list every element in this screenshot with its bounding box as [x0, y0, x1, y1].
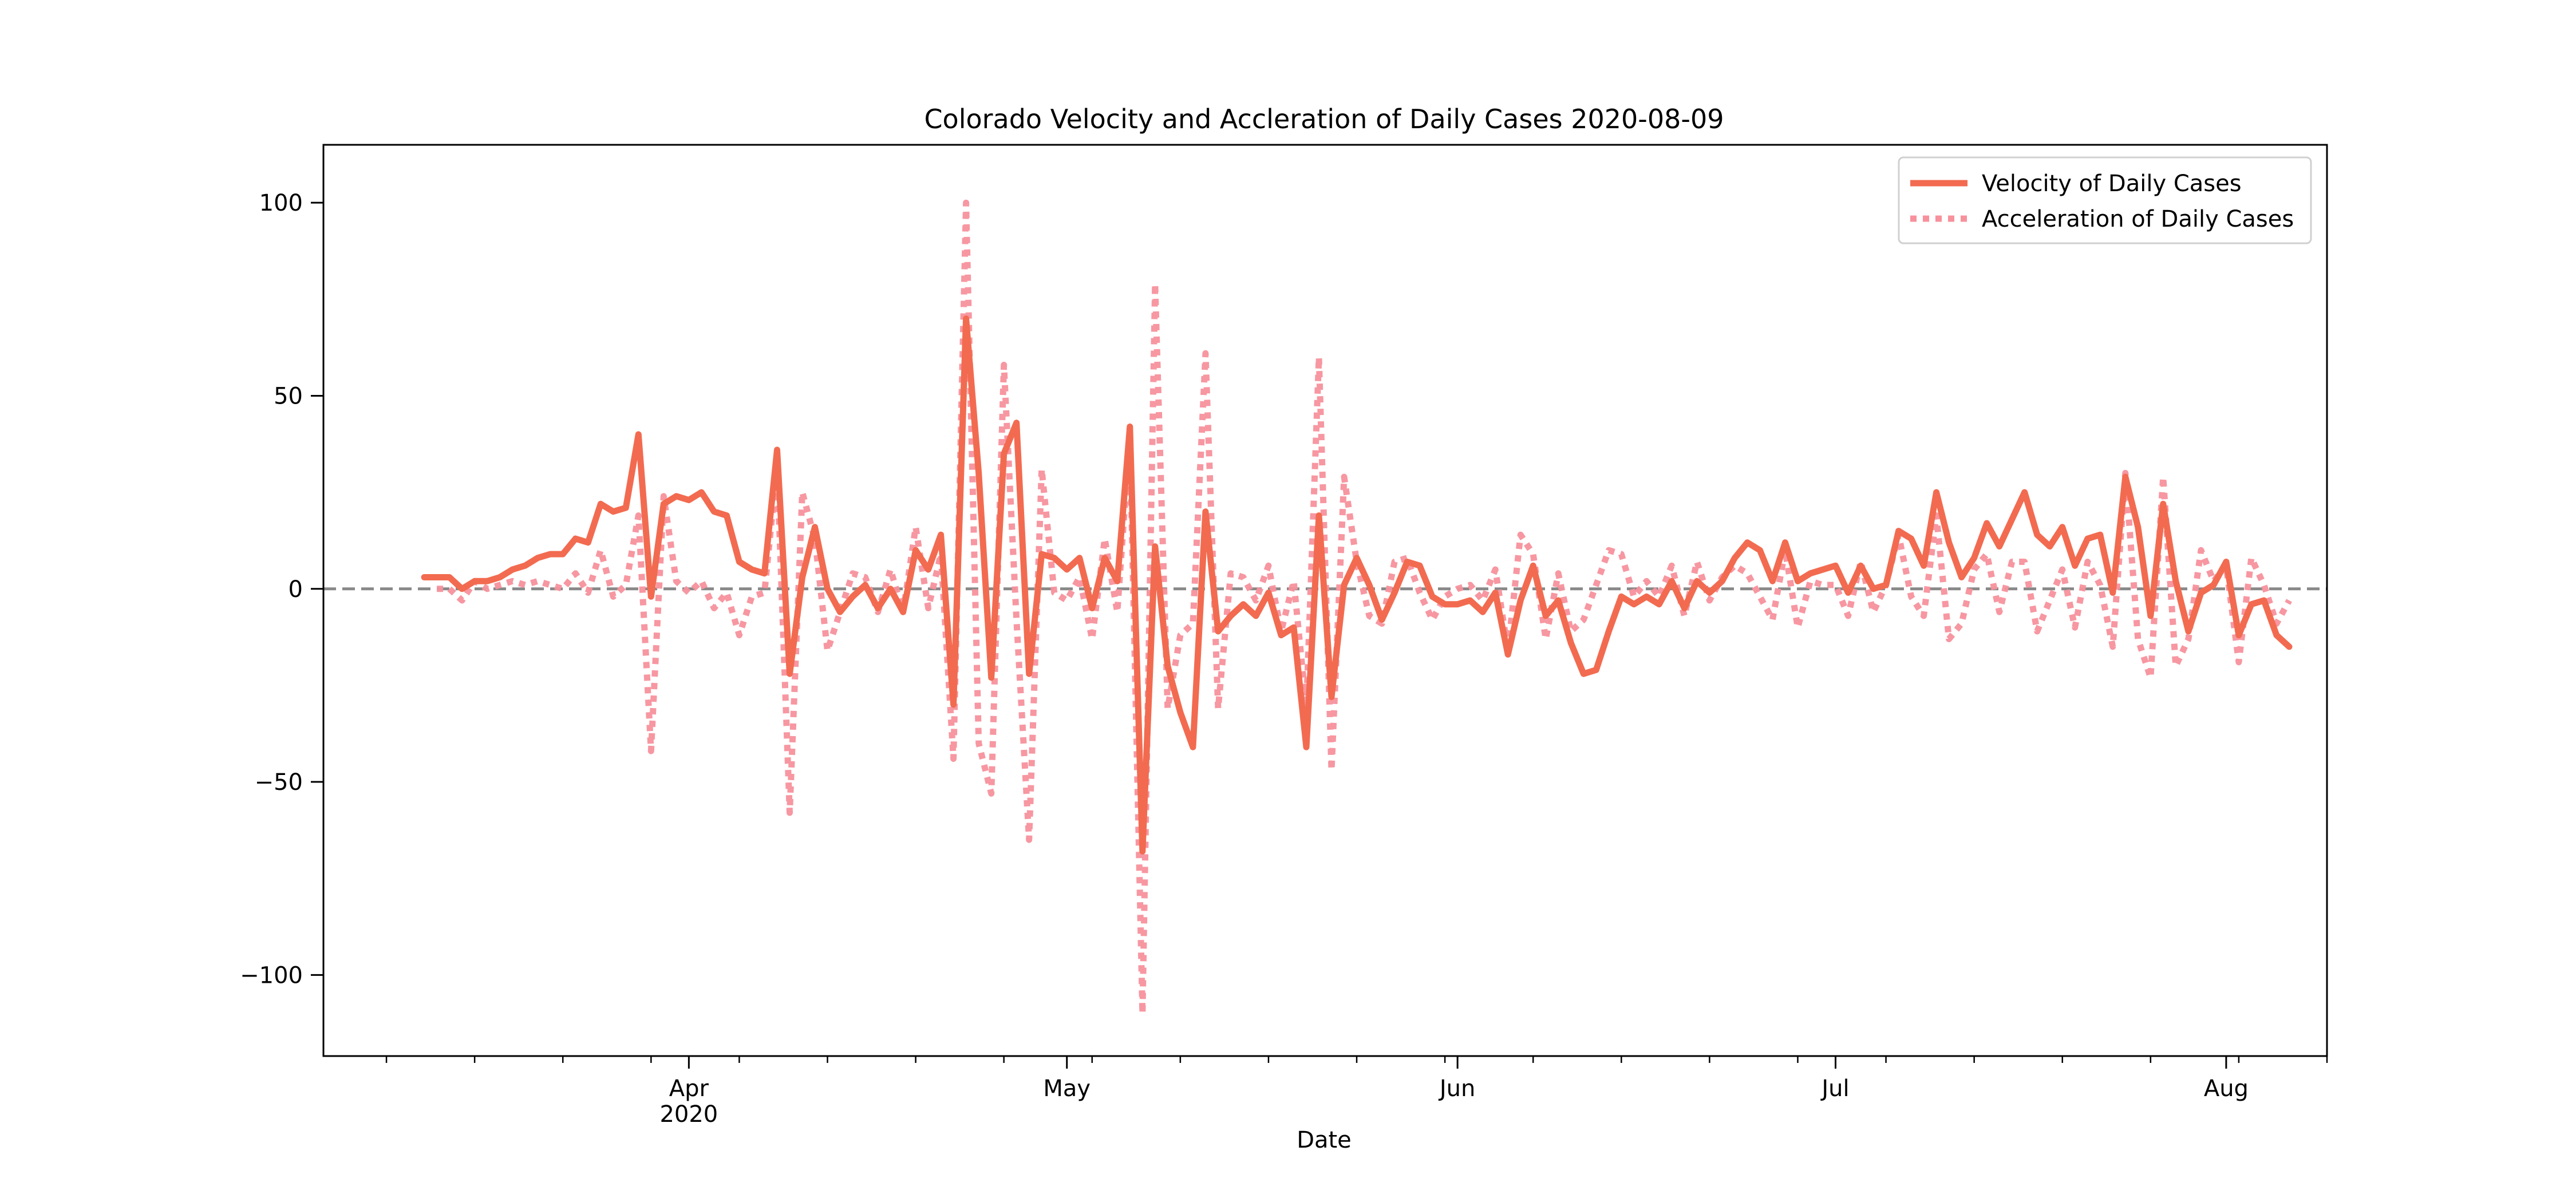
plot-frame — [322, 144, 2328, 1057]
plot-area — [322, 144, 2328, 1057]
y-tick-label: 100 — [259, 190, 303, 216]
legend-label-velocity: Velocity of Daily Cases — [1982, 171, 2242, 197]
x-tick-label: Aug — [2204, 1076, 2249, 1102]
x-axis-label: Date — [1297, 1127, 1352, 1153]
y-tick-label: 0 — [289, 576, 303, 603]
series-line-acceleration — [437, 199, 2292, 1017]
y-axis: 100 50 0 −50 −100 — [240, 190, 323, 989]
x-tick-label: Apr — [669, 1076, 709, 1102]
x-tick-label: Jun — [1438, 1076, 1476, 1102]
legend-label-acceleration: Acceleration of Daily Cases — [1982, 206, 2294, 232]
y-tick-label: −50 — [255, 769, 303, 796]
series-line-velocity — [421, 315, 2293, 855]
chart-title: Colorado Velocity and Accleration of Dai… — [924, 104, 1724, 135]
x-tick-sublabel: 2020 — [659, 1101, 718, 1128]
x-tick-label: Jul — [1820, 1076, 1849, 1102]
x-tick-label: May — [1043, 1076, 1091, 1102]
y-tick-label: −100 — [240, 962, 303, 989]
y-tick-label: 50 — [274, 383, 303, 409]
series-lines — [421, 199, 2293, 1017]
legend-box — [1898, 156, 2312, 244]
legend: Velocity of Daily Cases Acceleration of D… — [1898, 156, 2312, 244]
